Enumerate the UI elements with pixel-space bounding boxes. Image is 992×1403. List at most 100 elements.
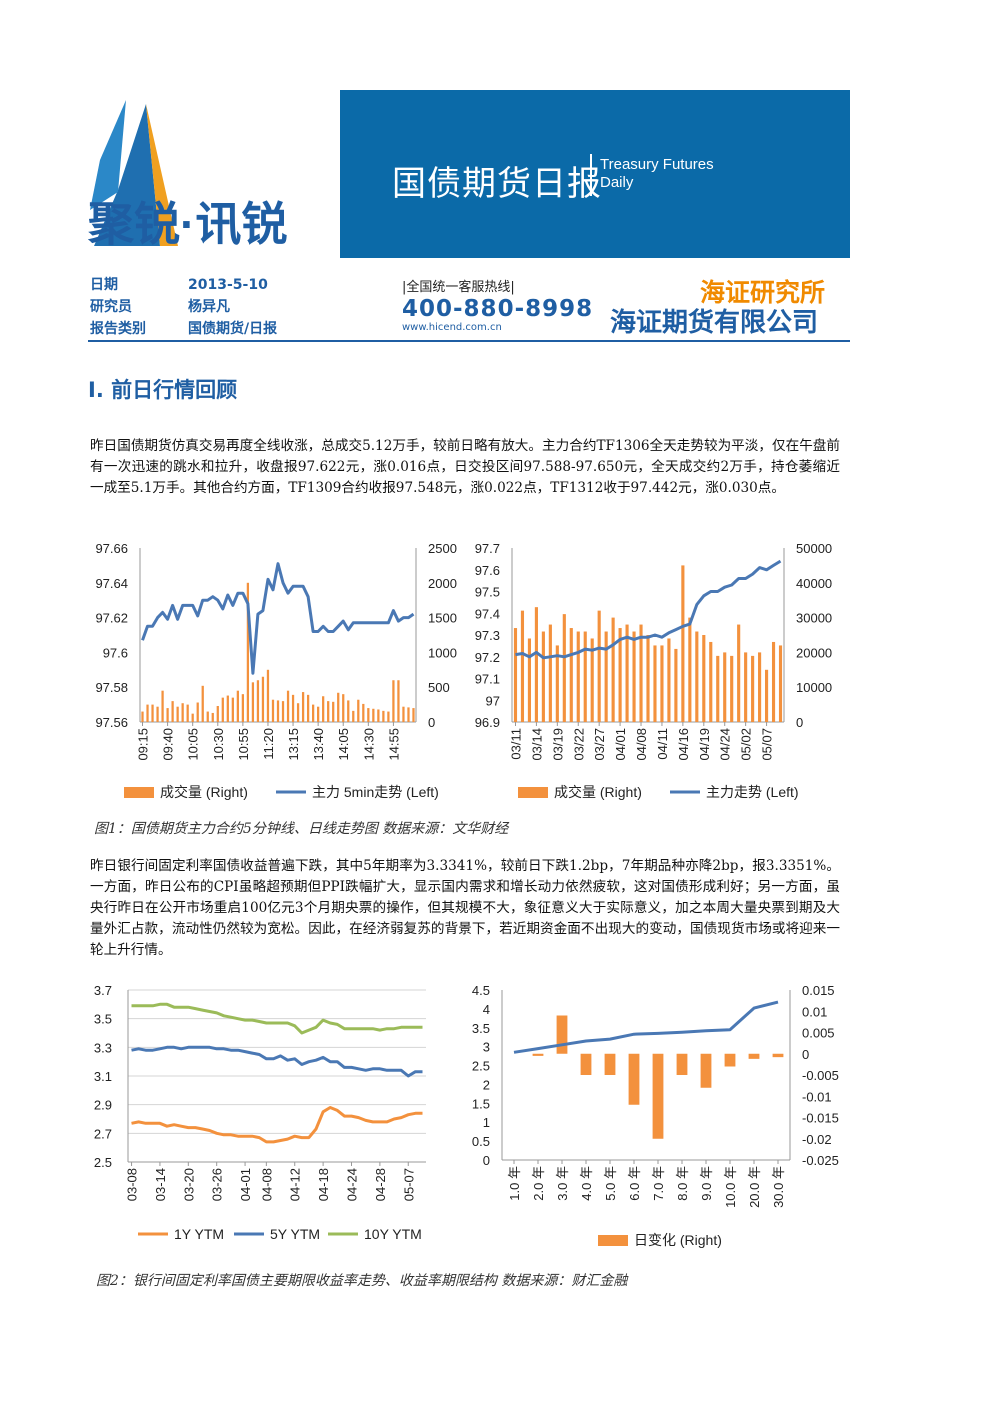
volume-bar <box>171 701 174 722</box>
y-tick-right: 30000 <box>796 611 832 626</box>
ytm-line <box>131 1045 423 1078</box>
y-tick-left: 1.5 <box>472 1096 490 1111</box>
x-tick-label: 05/07 <box>760 728 775 761</box>
y-tick-right: -0.005 <box>802 1068 839 1083</box>
volume-bar <box>166 708 169 722</box>
volume-bar <box>632 631 636 722</box>
x-tick-label: 10:30 <box>211 728 226 761</box>
volume-bar <box>271 699 275 722</box>
y-tick-right: 40000 <box>796 576 832 591</box>
x-tick-label: 03/27 <box>592 728 607 761</box>
volume-bar <box>751 655 755 722</box>
trend-line <box>515 559 782 660</box>
x-tick-label: 14:30 <box>361 728 376 761</box>
volume-bar <box>397 680 400 722</box>
volume-bar <box>676 1053 688 1075</box>
y-tick-left: 0 <box>483 1153 490 1168</box>
x-tick-label: 04-24 <box>345 1168 360 1201</box>
y-tick-right: 50000 <box>796 541 832 556</box>
y-tick: 2.7 <box>94 1126 112 1141</box>
volume-bar <box>332 701 335 722</box>
y-tick-right: 0 <box>796 715 803 730</box>
chart-daily: 96.9 97 97.1 97.2 97.3 97.4 97.5 97.6 97.7 0 10000… <box>475 541 832 800</box>
volume-bar <box>576 631 580 722</box>
volume-bar <box>744 652 748 722</box>
institute-name: 海证研究所 <box>700 278 826 307</box>
x-tick-label: 05/02 <box>739 728 754 761</box>
y-tick-left: 1 <box>483 1115 490 1130</box>
volume-bar <box>322 696 325 722</box>
volume-bar <box>639 624 643 722</box>
x-tick-label: 11:20 <box>261 728 276 760</box>
y-tick-right: -0.015 <box>802 1111 839 1126</box>
volume-bar <box>541 631 545 722</box>
type-label: 报告类别 <box>90 321 146 337</box>
date-label: 日期 <box>90 277 118 293</box>
y-tick-right: 1500 <box>428 611 457 626</box>
volume-bar <box>709 641 713 722</box>
volume-bar <box>266 669 270 722</box>
y-tick-right: -0.025 <box>802 1153 839 1168</box>
volume-bar <box>201 685 204 722</box>
y-tick-left: 97.64 <box>95 576 128 591</box>
volume-bar <box>527 638 532 722</box>
y-tick-left: 4.5 <box>472 983 490 998</box>
x-tick-label: 04-01 <box>238 1168 253 1201</box>
hotline-label: |全国统一客服热线| <box>402 280 515 295</box>
x-tick-label: 03-14 <box>153 1168 168 1201</box>
volume-bar <box>342 694 345 722</box>
y-tick-left: 2.5 <box>472 1059 490 1074</box>
x-tick-label: 04-18 <box>316 1168 331 1201</box>
volume-bar <box>296 703 300 722</box>
x-tick-label: 13:15 <box>286 728 301 761</box>
x-tick-label: 04/16 <box>676 728 691 761</box>
legend-label: 主力走势 (Left) <box>706 784 799 800</box>
volume-bar <box>688 617 692 722</box>
volume-bar <box>652 1053 664 1139</box>
x-tick-label: 10:05 <box>186 728 201 761</box>
x-tick-label: 04/08 <box>634 728 649 761</box>
y-tick-left: 97.62 <box>95 611 128 626</box>
volume-bar <box>723 652 727 722</box>
legend-label: 成交量 (Right) <box>160 784 248 800</box>
y-tick-left: 97.1 <box>475 672 500 687</box>
y-tick-left: 97.56 <box>95 715 128 730</box>
volume-bar <box>625 624 629 722</box>
volume-bar <box>311 704 315 722</box>
website-link[interactable]: www.hicend.com.cn <box>402 322 502 333</box>
legend-swatch <box>518 787 548 798</box>
hotline-number: 400-880-8998 <box>402 296 594 322</box>
volume-bar <box>702 635 706 722</box>
volume-bar <box>241 694 245 722</box>
x-tick-label: 03-20 <box>181 1168 196 1201</box>
volume-bar <box>231 697 234 722</box>
report-banner: 国债期货日报 Treasury Futures Daily <box>340 90 850 258</box>
x-tick-label: 20.0 年 <box>747 1166 762 1208</box>
y-tick-left: 97.66 <box>95 541 128 556</box>
y-tick-right: 2500 <box>428 541 457 556</box>
volume-bar <box>653 645 657 722</box>
y-tick-left: 2 <box>483 1077 490 1092</box>
volume-bar <box>372 708 375 722</box>
volume-bar <box>141 711 144 722</box>
x-tick-label: 10.0 年 <box>723 1166 738 1208</box>
volume-bar <box>611 617 615 722</box>
x-tick-label: 7.0 年 <box>651 1166 666 1201</box>
volume-bar <box>327 701 330 722</box>
y-tick-right: 20000 <box>796 645 832 660</box>
volume-bar <box>251 682 255 722</box>
x-tick-label: 9.0 年 <box>699 1166 714 1201</box>
volume-bar <box>216 705 219 722</box>
volume-bar <box>737 624 741 722</box>
legend-swatch <box>124 787 154 798</box>
volume-bar <box>352 710 355 722</box>
volume-bar <box>556 1015 568 1054</box>
volume-bar <box>772 1053 784 1058</box>
x-tick-label: 05-07 <box>401 1168 416 1201</box>
volume-bar <box>532 1053 544 1056</box>
trend-line <box>513 1000 779 1054</box>
paragraph-2: 昨日银行间固定利率国债收益普遍下跌，其中5年期率为3.3341%，较前日下跌1.… <box>90 858 840 958</box>
x-tick-label: 03/14 <box>529 728 544 761</box>
volume-bar <box>771 641 776 722</box>
volume-bar <box>151 704 154 722</box>
